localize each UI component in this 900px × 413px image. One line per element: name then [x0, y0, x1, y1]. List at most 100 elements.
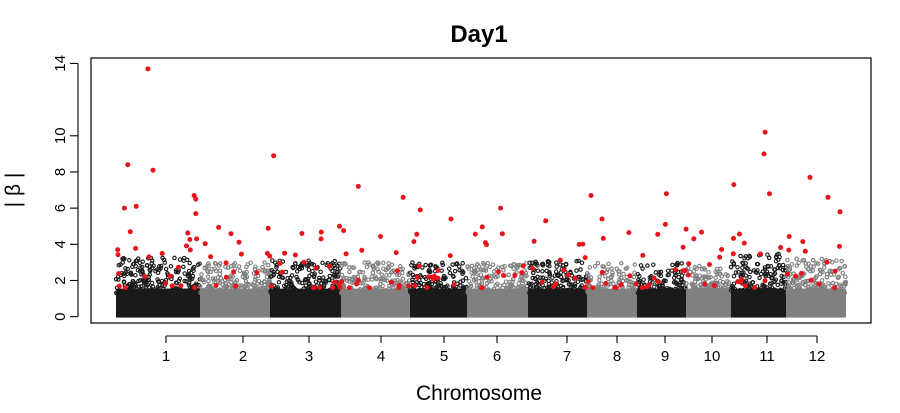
significant-point — [279, 269, 285, 275]
snp-point — [259, 281, 265, 286]
snp-point — [838, 289, 843, 294]
snp-point — [172, 287, 177, 292]
snp-point — [835, 289, 841, 294]
snp-point — [151, 263, 156, 268]
snp-point — [250, 290, 255, 296]
snp-point — [257, 289, 263, 294]
snp-point — [563, 262, 569, 267]
snp-point — [461, 285, 467, 291]
snp-point — [664, 285, 670, 291]
snp-point — [362, 276, 368, 281]
snp-point — [195, 262, 201, 267]
top-hit-point — [150, 167, 156, 173]
snp-point — [194, 281, 199, 286]
snp-point — [126, 290, 131, 295]
snp-point — [181, 258, 186, 263]
snp-point — [268, 274, 273, 279]
top-hit-point — [599, 216, 605, 222]
snp-point — [270, 258, 275, 263]
snp-point — [364, 264, 370, 270]
significant-point — [414, 274, 420, 280]
snp-point — [588, 290, 593, 295]
snp-point — [144, 290, 150, 296]
snp-point — [213, 261, 219, 266]
significant-point — [216, 224, 222, 230]
snp-point — [174, 286, 179, 291]
snp-point — [453, 287, 458, 292]
snp-point — [410, 277, 415, 283]
snp-point — [762, 265, 768, 270]
snp-point — [553, 269, 559, 274]
significant-point — [762, 278, 768, 284]
snp-point — [281, 283, 287, 289]
significant-point — [479, 224, 485, 230]
snp-point — [173, 280, 179, 285]
snp-point — [794, 263, 799, 268]
snp-point — [564, 287, 569, 293]
snp-point — [418, 290, 424, 296]
snp-point — [215, 275, 221, 280]
top-hit-point — [761, 151, 767, 157]
significant-point — [116, 271, 122, 277]
snp-point — [125, 266, 130, 272]
snp-point — [468, 282, 474, 287]
significant-point — [640, 252, 646, 258]
significant-point — [633, 281, 639, 287]
snp-point — [827, 290, 832, 296]
significant-point — [512, 273, 518, 278]
snp-point — [606, 261, 611, 267]
snp-point — [650, 289, 655, 295]
snp-point — [735, 265, 740, 270]
snp-point — [540, 261, 546, 267]
snp-point — [821, 265, 827, 270]
snp-point — [771, 272, 776, 277]
snp-point — [768, 290, 773, 296]
snp-point — [824, 274, 830, 280]
snp-point — [527, 260, 532, 266]
significant-point — [484, 274, 490, 280]
snp-point — [357, 269, 362, 275]
significant-point — [115, 247, 121, 253]
snp-point — [755, 289, 761, 295]
significant-point — [539, 279, 545, 285]
snp-point — [840, 270, 846, 276]
significant-point — [778, 245, 784, 250]
snp-point — [144, 282, 149, 288]
significant-point — [651, 275, 657, 281]
snp-point — [574, 258, 579, 264]
snp-point — [274, 265, 279, 270]
snp-point — [217, 280, 223, 286]
significant-point — [228, 231, 234, 237]
snp-point — [593, 290, 598, 295]
significant-point — [735, 279, 741, 285]
top-hit-point — [762, 129, 768, 135]
snp-point — [530, 270, 536, 276]
snp-point — [609, 266, 614, 271]
snp-point — [747, 269, 753, 275]
snp-point — [332, 265, 338, 271]
snp-point — [343, 262, 348, 267]
snp-point — [370, 270, 376, 275]
snp-point — [213, 268, 219, 274]
snp-point — [323, 280, 329, 285]
snp-point — [740, 272, 746, 278]
snp-point — [205, 274, 211, 279]
significant-point — [339, 278, 345, 284]
snp-point — [543, 276, 548, 281]
snp-point — [765, 287, 770, 293]
snp-point — [609, 278, 614, 284]
significant-point — [646, 282, 652, 288]
significant-point — [146, 254, 152, 260]
significant-point — [691, 236, 697, 242]
snp-point — [351, 290, 357, 296]
snp-point — [610, 270, 615, 276]
snp-point — [535, 288, 540, 293]
snp-point — [240, 290, 245, 296]
snp-point — [750, 280, 755, 285]
snp-point — [236, 264, 242, 269]
snp-point — [579, 277, 584, 283]
significant-point — [656, 279, 661, 285]
significant-point — [682, 268, 688, 273]
significant-point — [583, 284, 588, 290]
snp-point — [651, 262, 656, 267]
